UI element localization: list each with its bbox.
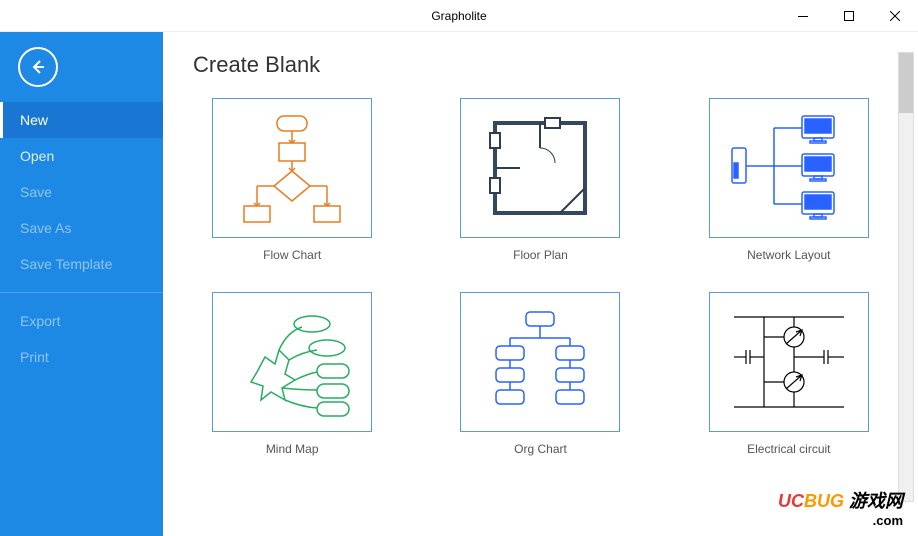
sidebar-item-savetemplate[interactable]: Save Template: [0, 246, 163, 282]
template-network[interactable]: Network Layout: [690, 98, 888, 262]
template-label: Network Layout: [747, 248, 830, 262]
sidebar-item-export[interactable]: Export: [0, 303, 163, 339]
watermark-uc: UC: [778, 491, 804, 511]
content-area: Create Blank: [163, 32, 918, 536]
window-controls: [780, 0, 918, 32]
floorplan-icon: [480, 108, 600, 228]
sidebar: New Open Save Save As Save Template Expo…: [0, 32, 163, 536]
template-thumb: [212, 292, 372, 432]
sidebar-item-new[interactable]: New: [0, 102, 163, 138]
titlebar: Grapholite: [0, 0, 918, 32]
template-label: Flow Chart: [263, 248, 321, 262]
watermark-com: .com: [778, 513, 903, 528]
template-label: Mind Map: [266, 442, 319, 456]
template-thumb: [460, 98, 620, 238]
app-title: Grapholite: [431, 9, 486, 23]
watermark-bug: BUG: [804, 491, 844, 511]
flowchart-icon: [232, 108, 352, 228]
maximize-button[interactable]: [826, 0, 872, 32]
sidebar-divider: [0, 292, 163, 293]
page-title: Create Blank: [193, 52, 888, 78]
network-icon: [724, 108, 854, 228]
minimize-button[interactable]: [780, 0, 826, 32]
template-orgchart[interactable]: Org Chart: [441, 292, 639, 456]
template-floorplan[interactable]: Floor Plan: [441, 98, 639, 262]
template-thumb: [212, 98, 372, 238]
sidebar-item-open[interactable]: Open: [0, 138, 163, 174]
template-thumb: [709, 292, 869, 432]
back-button[interactable]: [18, 47, 58, 87]
mindmap-icon: [227, 302, 357, 422]
scrollbar[interactable]: [898, 52, 914, 502]
template-mindmap[interactable]: Mind Map: [193, 292, 391, 456]
main-container: New Open Save Save As Save Template Expo…: [0, 32, 918, 536]
template-label: Electrical circuit: [747, 442, 830, 456]
close-icon: [890, 11, 900, 21]
template-label: Floor Plan: [513, 248, 568, 262]
sidebar-item-print[interactable]: Print: [0, 339, 163, 375]
template-grid: Flow Chart: [193, 98, 888, 456]
sidebar-item-saveas[interactable]: Save As: [0, 210, 163, 246]
template-circuit[interactable]: Electrical circuit: [690, 292, 888, 456]
watermark-cn: 游戏网: [849, 491, 903, 511]
scrollbar-thumb[interactable]: [899, 53, 913, 113]
back-arrow-icon: [30, 59, 46, 75]
minimize-icon: [798, 16, 808, 17]
template-thumb: [709, 98, 869, 238]
sidebar-item-save[interactable]: Save: [0, 174, 163, 210]
close-button[interactable]: [872, 0, 918, 32]
template-label: Org Chart: [514, 442, 567, 456]
maximize-icon: [844, 11, 854, 21]
template-thumb: [460, 292, 620, 432]
orgchart-icon: [480, 302, 600, 422]
circuit-icon: [724, 302, 854, 422]
template-flowchart[interactable]: Flow Chart: [193, 98, 391, 262]
watermark: UCBUG 游戏网 .com: [778, 487, 903, 528]
